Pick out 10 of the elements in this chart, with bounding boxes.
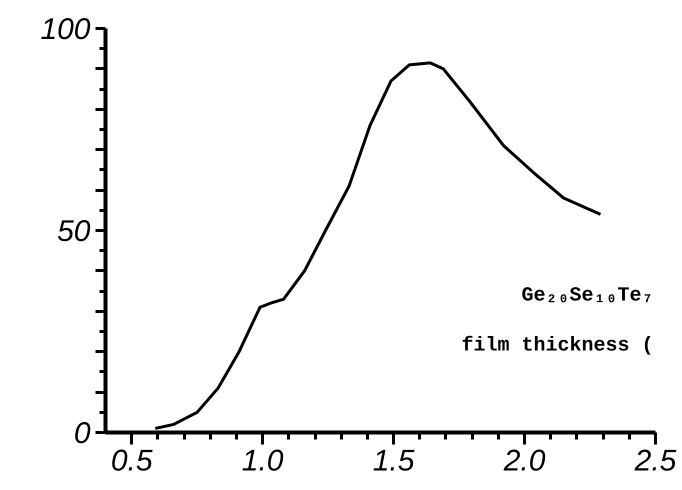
x-tick-label: 1.0 — [242, 444, 284, 478]
x-tick-label: 0.5 — [110, 444, 153, 478]
y-tick-label: 100 — [40, 13, 91, 46]
x-tick-label: 2.5 — [634, 444, 677, 478]
annotation: Ge₂₀Se₁₀Te₇ — [521, 284, 654, 308]
x-tick-label: 1.5 — [372, 444, 415, 478]
annotation: film thickness ( — [461, 334, 654, 358]
y-tick-label: 0 — [74, 417, 91, 450]
y-tick-label: 50 — [57, 215, 91, 248]
x-tick-label: 2.0 — [502, 444, 546, 478]
